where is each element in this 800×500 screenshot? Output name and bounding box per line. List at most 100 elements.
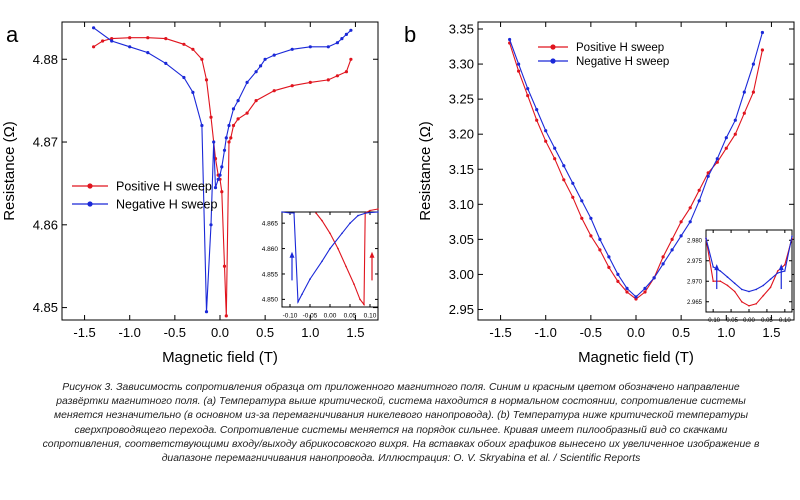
panel-b-inset-series-1-point xyxy=(784,264,786,266)
panel-b-x-tick-label: -0.5 xyxy=(580,325,602,340)
panel-b-x-tick-label: -1.0 xyxy=(535,325,557,340)
panel-b-series-1-point xyxy=(760,48,765,52)
panel-a-series-2-point xyxy=(290,47,294,51)
panel-a-x-tick-label: -1.5 xyxy=(73,325,95,340)
panel-a-series-1-point xyxy=(349,57,353,61)
panel-a-series-1-point xyxy=(101,39,105,43)
panel-b-inset-x-tick-label: 0.05 xyxy=(761,318,773,324)
panel-a-inset-series-1-point xyxy=(321,219,323,222)
panel-a-series-2-line xyxy=(93,27,352,312)
panel-a-inset-series-1-point xyxy=(353,283,355,285)
panel-a-series-1-point xyxy=(200,57,204,61)
panel-b-inset-series-1-point xyxy=(755,303,757,305)
panel-a-series-1-point xyxy=(236,117,240,121)
panel-a-legend-marker xyxy=(87,201,93,207)
panel-a-inset-series-2-point xyxy=(309,278,311,280)
panel-a-series-2-point xyxy=(92,26,96,30)
panel-a-series-2-point xyxy=(254,70,258,74)
panel-a-x-tick-label: 0.0 xyxy=(211,325,229,340)
panel-a-series-2-point xyxy=(182,75,186,80)
panel-b-inset-series-1-point xyxy=(733,290,736,293)
panel-a-inset-series-2-point xyxy=(321,260,323,263)
panel-b-inset-arrow-head xyxy=(778,264,784,271)
panel-a-inset-x-tick-label: 0.00 xyxy=(324,313,337,320)
panel-a-series-1-point xyxy=(227,140,231,144)
panel-b-series-1-point xyxy=(580,216,584,220)
panel-b-series-2-point xyxy=(733,118,737,122)
panel-b-y-tick-label: 3.00 xyxy=(449,267,474,282)
panel-b-series-2-point xyxy=(760,30,765,35)
panel-b-series-1-point xyxy=(589,234,593,238)
panel-a-series-2-point xyxy=(272,53,276,57)
panel-b-y-tick-label: 3.20 xyxy=(449,127,474,142)
panel-a-inset-y-tick-label: 4.865 xyxy=(262,220,279,227)
panel-a-series-1-point xyxy=(344,70,348,74)
panel-b-series-2-point xyxy=(679,234,683,238)
panel-a-series-1-point xyxy=(164,37,168,41)
panel-b-y-tick-label: 3.05 xyxy=(449,232,474,247)
panel-a-inset-series-2-point xyxy=(341,232,343,235)
panel-a-y-tick-label: 4.85 xyxy=(33,300,58,315)
panel-b-series-2-point xyxy=(688,220,692,224)
panel-b-inset-y-tick-label: 2.970 xyxy=(687,279,703,285)
panel-a-series-2-point xyxy=(213,186,218,190)
panel-b-inset-series-2-point xyxy=(769,278,772,281)
panel-a-series-2-point xyxy=(236,99,240,103)
panel-a-series-1-point xyxy=(220,190,224,194)
panel-b-inset-series-2-point xyxy=(719,270,722,272)
panel-a-series-2-point xyxy=(200,123,204,128)
panel-a-y-tick-label: 4.87 xyxy=(33,135,58,150)
panel-a-series-2-point xyxy=(191,90,195,94)
panel-a-series-1-point xyxy=(110,37,114,41)
panel-a-series-2-point xyxy=(344,32,348,37)
panel-b-inset-series-2-point xyxy=(741,288,743,291)
panel-a-series-1-point xyxy=(204,78,209,82)
panel-a-legend-marker xyxy=(87,183,93,189)
panel-a-series-2-point xyxy=(128,45,132,49)
panel-b-x-tick-label: 0.0 xyxy=(627,325,645,340)
panel-b-series-2-point xyxy=(571,181,575,185)
panel-b-series-2-point xyxy=(634,295,638,299)
panel-b-series-1-point xyxy=(562,178,566,182)
panel-a-inset-series-2-point xyxy=(297,301,299,303)
panel-b-series-1-point xyxy=(526,94,530,98)
panel-a-inset-series-1-point xyxy=(345,265,347,268)
panel-b-series-2-point xyxy=(724,136,728,140)
panel-a-series-2-point xyxy=(224,136,228,140)
panel-a-x-tick-label: 1.5 xyxy=(346,325,364,340)
panel-b-inset-x-tick-label: -0.10 xyxy=(706,318,720,324)
panel-a-inset-series-1-point xyxy=(363,303,365,306)
figure-caption: Рисунок 3. Зависимость сопротивления обр… xyxy=(42,382,760,465)
panel-b-series-2-point xyxy=(697,199,701,203)
panel-a-series-2-point xyxy=(222,148,227,152)
panel-b-series-1-point xyxy=(643,290,647,294)
panel-b-x-axis-label: Magnetic field (T) xyxy=(578,349,694,366)
panel-b-x-tick-label: 1.0 xyxy=(717,325,735,340)
panel-b-series-2-point xyxy=(544,129,548,133)
panel-a-series-1-point xyxy=(229,136,233,140)
panel-b-inset-x-tick-label: -0.05 xyxy=(724,318,738,324)
panel-b-inset-series-2-point xyxy=(726,276,729,278)
panel-a-series-1-point xyxy=(182,42,186,46)
panel-a-series-2-point xyxy=(263,57,267,61)
panel-a-series-1-point xyxy=(254,99,258,103)
panel-a-series-2-point xyxy=(220,165,224,169)
panel-b-label: b xyxy=(404,22,416,47)
panel-b-series-2-point xyxy=(715,157,719,161)
panel-a-inset-x-tick-label: 0.05 xyxy=(344,313,357,320)
panel-b-inset-series-1-point xyxy=(712,280,714,283)
panel-b-x-tick-label: -1.5 xyxy=(489,325,511,340)
panel-a-series-1-point xyxy=(335,74,339,78)
panel-b-series-1-point xyxy=(724,146,728,150)
panel-a-series-2-point xyxy=(110,39,114,43)
panel-b-series-1-point xyxy=(670,237,674,241)
panel-a-series-2-point xyxy=(218,173,222,177)
panel-b-y-tick-label: 3.35 xyxy=(449,22,474,37)
panel-a-inset-y-tick-label: 4.860 xyxy=(262,246,279,253)
panel-b-inset-series-2-point xyxy=(791,235,793,237)
panel-a-series-2-point xyxy=(326,45,330,49)
panel-b-inset-frame xyxy=(705,229,793,313)
panel-a-inset-y-tick-label: 4.855 xyxy=(262,271,279,278)
panel-b-series-2-point xyxy=(535,108,539,112)
panel-a: a -1.5 -1.0 -0.5 0.0 0.5 1.0 1.5 4.85 4.86 4.87 4.8… xyxy=(1,21,379,366)
